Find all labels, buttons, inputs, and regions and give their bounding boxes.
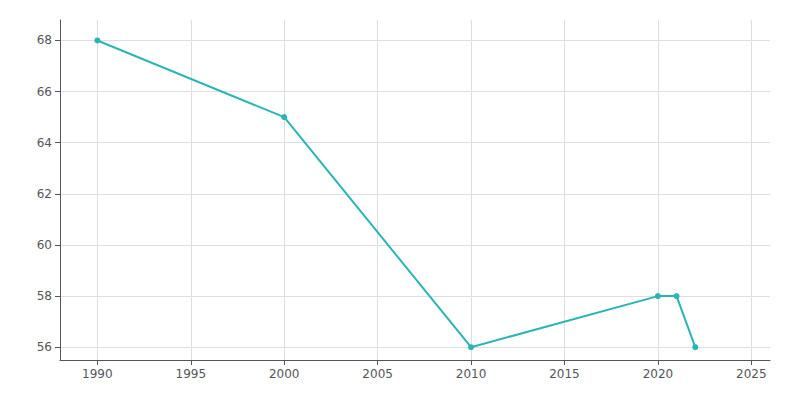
- svg-text:2005: 2005: [362, 367, 393, 381]
- svg-text:58: 58: [37, 289, 52, 303]
- svg-text:56: 56: [37, 340, 52, 354]
- svg-text:2010: 2010: [456, 367, 487, 381]
- svg-text:66: 66: [37, 85, 52, 99]
- svg-text:68: 68: [37, 33, 52, 47]
- svg-text:2000: 2000: [269, 367, 300, 381]
- svg-text:64: 64: [37, 136, 52, 150]
- svg-text:60: 60: [37, 238, 52, 252]
- svg-text:1995: 1995: [176, 367, 207, 381]
- svg-text:62: 62: [37, 187, 52, 201]
- svg-text:1990: 1990: [82, 367, 113, 381]
- svg-text:2020: 2020: [643, 367, 674, 381]
- svg-text:2015: 2015: [549, 367, 580, 381]
- svg-text:2025: 2025: [736, 367, 767, 381]
